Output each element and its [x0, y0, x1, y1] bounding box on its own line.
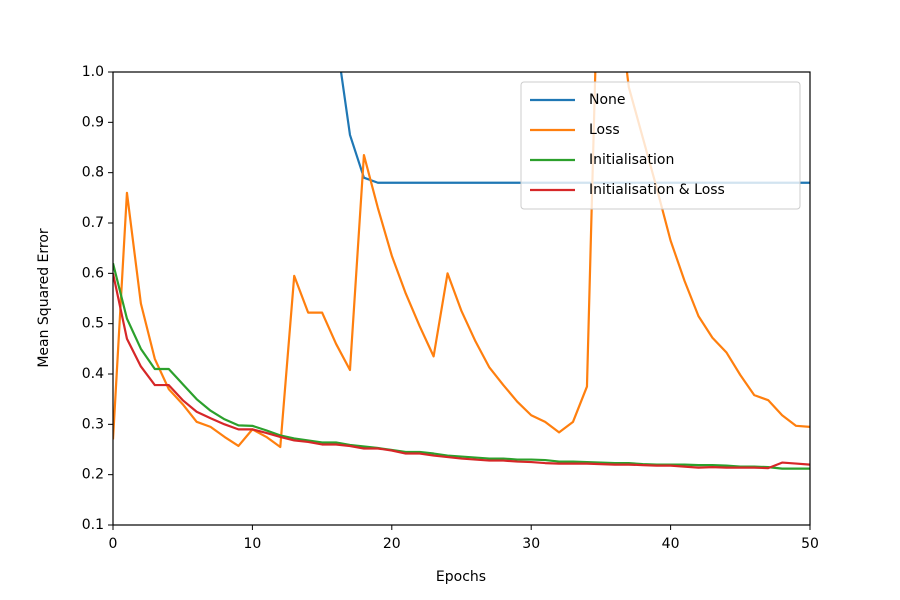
x-tick-label: 0 [109, 536, 118, 552]
series-line [113, 263, 810, 470]
series-line [113, 72, 810, 449]
y-tick-label: 0.2 [82, 467, 104, 483]
x-tick-label: 50 [801, 536, 819, 552]
legend-label: Initialisation [589, 152, 674, 168]
y-tick-label: 0.8 [82, 165, 104, 181]
y-tick-label: 0.4 [82, 366, 104, 382]
plot-area [113, 72, 810, 470]
y-axis-label: Mean Squared Error [36, 228, 52, 368]
x-tick-label: 20 [383, 536, 401, 552]
legend-label: None [589, 92, 626, 108]
y-tick-label: 0.7 [82, 215, 104, 231]
y-tick-label: 0.6 [82, 265, 104, 281]
y-tick-label: 0.5 [82, 316, 104, 332]
x-axis-label: Epochs [436, 569, 486, 585]
axes-frame [112, 71, 811, 526]
legend-label: Loss [589, 122, 620, 138]
series-line [113, 273, 810, 470]
y-tick-label: 0.3 [82, 416, 104, 432]
legend-box [520, 81, 801, 210]
legend-label: Initialisation & Loss [589, 182, 725, 198]
x-tick-label: 30 [522, 536, 540, 552]
y-tick-label: 0.1 [82, 517, 104, 533]
y-tick-label: 0.9 [82, 114, 104, 130]
x-tick-label: 40 [662, 536, 680, 552]
x-tick-label: 10 [243, 536, 261, 552]
y-tick-label: 1.0 [82, 64, 104, 80]
